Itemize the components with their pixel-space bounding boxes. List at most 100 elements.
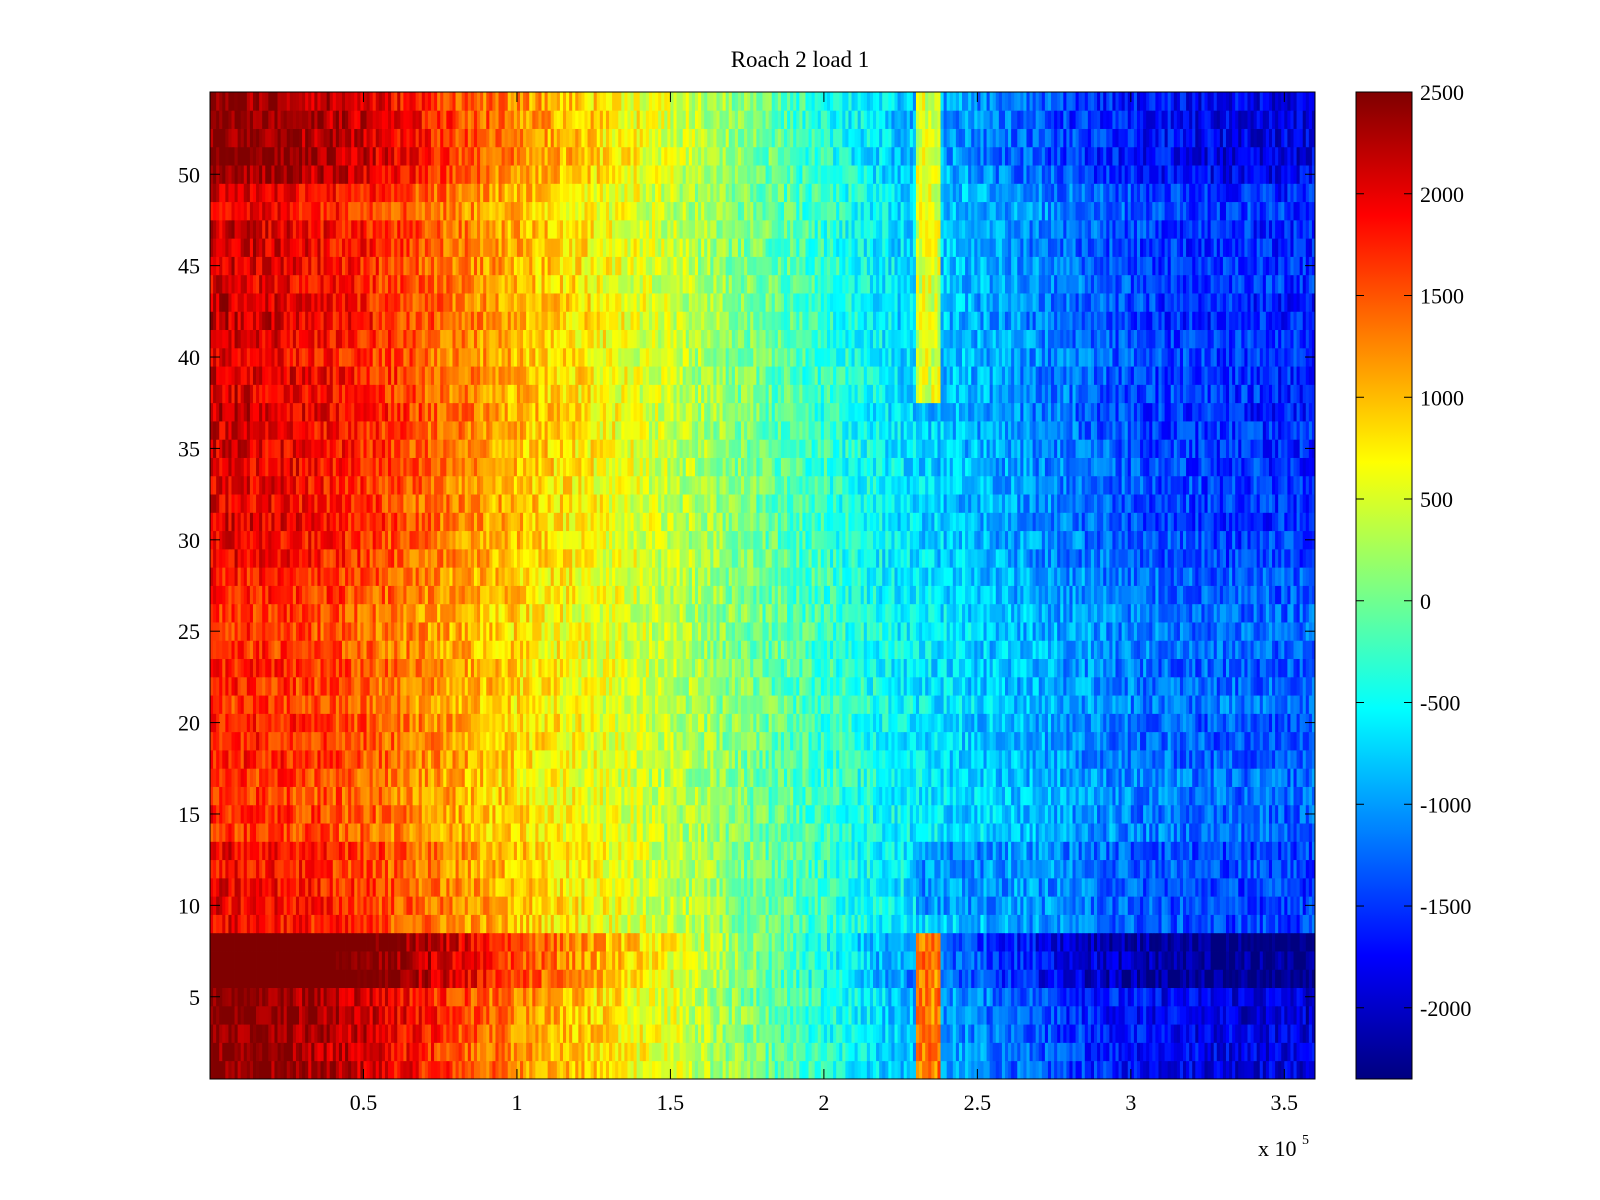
heatmap-cell — [1278, 951, 1281, 970]
heatmap-cell — [465, 1024, 468, 1043]
heatmap-cell — [1017, 896, 1020, 915]
heatmap-cell — [351, 1042, 354, 1061]
heatmap-cell — [1297, 1024, 1300, 1043]
heatmap-cell — [802, 951, 805, 970]
heatmap-cell — [824, 841, 827, 860]
heatmap-cell — [502, 933, 505, 952]
heatmap-cell — [397, 969, 400, 988]
heatmap-cell — [594, 896, 597, 915]
heatmap-cell — [882, 969, 885, 988]
heatmap-cell — [1137, 1042, 1140, 1061]
heatmap-cell — [772, 915, 775, 934]
heatmap-cell — [1119, 988, 1122, 1007]
heatmap-cell — [603, 915, 606, 934]
heatmap-cell — [793, 823, 796, 842]
heatmap-cell — [419, 1061, 422, 1080]
heatmap-cell — [241, 860, 244, 879]
heatmap-cell — [646, 860, 649, 879]
heatmap-cell — [713, 933, 716, 952]
heatmap-cell — [686, 1061, 689, 1080]
heatmap-cell — [1036, 823, 1039, 842]
heatmap-cell — [882, 951, 885, 970]
heatmap-cell — [563, 969, 566, 988]
heatmap-cell — [904, 951, 907, 970]
heatmap-cell — [1244, 860, 1247, 879]
heatmap-cell — [1214, 1061, 1217, 1080]
heatmap-cell — [741, 878, 744, 897]
heatmap-cell — [1079, 823, 1082, 842]
heatmap-cell — [330, 896, 333, 915]
heatmap-cell — [1008, 1042, 1011, 1061]
heatmap-cell — [990, 1024, 993, 1043]
heatmap-cell — [1229, 878, 1232, 897]
heatmap-cell — [1257, 878, 1260, 897]
heatmap-cell — [999, 988, 1002, 1007]
heatmap-cell — [1281, 933, 1284, 952]
heatmap-cell — [597, 1061, 600, 1080]
heatmap-cell — [631, 823, 634, 842]
heatmap-cell — [1266, 878, 1269, 897]
heatmap-cell — [486, 860, 489, 879]
heatmap-cell — [824, 1006, 827, 1025]
heatmap-cell — [738, 860, 741, 879]
heatmap-cell — [308, 823, 311, 842]
heatmap-cell — [413, 951, 416, 970]
heatmap-cell — [815, 1042, 818, 1061]
heatmap-cell — [781, 1042, 784, 1061]
heatmap-cell — [606, 823, 609, 842]
heatmap-cell — [278, 878, 281, 897]
heatmap-cell — [388, 1024, 391, 1043]
heatmap-cell — [508, 969, 511, 988]
heatmap-cell — [1180, 1061, 1183, 1080]
heatmap-cell — [766, 1006, 769, 1025]
heatmap-cell — [1162, 1006, 1165, 1025]
heatmap-cell — [1257, 896, 1260, 915]
heatmap-cell — [756, 841, 759, 860]
heatmap-cell — [1220, 1061, 1223, 1080]
heatmap-cell — [1008, 896, 1011, 915]
heatmap-cell — [913, 823, 916, 842]
heatmap-cell — [732, 988, 735, 1007]
heatmap-cell — [1005, 1006, 1008, 1025]
heatmap-cell — [1235, 951, 1238, 970]
heatmap-cell — [977, 1042, 980, 1061]
heatmap-cell — [885, 969, 888, 988]
heatmap-cell — [1235, 1006, 1238, 1025]
heatmap-cell — [250, 878, 253, 897]
heatmap-cell — [216, 1061, 219, 1080]
heatmap-cell — [572, 933, 575, 952]
heatmap-cell — [904, 933, 907, 952]
heatmap-cell — [1122, 878, 1125, 897]
heatmap-cell — [655, 1042, 658, 1061]
heatmap-cell — [999, 1042, 1002, 1061]
heatmap-cell — [1005, 933, 1008, 952]
heatmap-cell — [449, 896, 452, 915]
heatmap-cell — [1217, 896, 1220, 915]
heatmap-cell — [624, 1006, 627, 1025]
heatmap-cell — [1109, 896, 1112, 915]
heatmap-cell — [925, 823, 928, 842]
heatmap-cell — [542, 1061, 545, 1080]
heatmap-cell — [1023, 860, 1026, 879]
heatmap-cell — [1208, 988, 1211, 1007]
heatmap-cell — [1247, 951, 1250, 970]
heatmap-cell — [431, 841, 434, 860]
heatmap-cell — [1235, 1024, 1238, 1043]
heatmap-cell — [259, 1042, 262, 1061]
heatmap-cell — [907, 988, 910, 1007]
heatmap-cell — [793, 1061, 796, 1080]
heatmap-cell — [1026, 1061, 1029, 1080]
heatmap-cell — [284, 951, 287, 970]
heatmap-cell — [996, 841, 999, 860]
heatmap-cell — [1017, 1006, 1020, 1025]
heatmap-cell — [968, 915, 971, 934]
heatmap-cell — [965, 1061, 968, 1080]
heatmap-cell — [720, 896, 723, 915]
heatmap-cell — [1165, 896, 1168, 915]
heatmap-cell — [809, 933, 812, 952]
heatmap-cell — [652, 1024, 655, 1043]
heatmap-cell — [968, 878, 971, 897]
heatmap-cell — [855, 896, 858, 915]
heatmap-cell — [1171, 860, 1174, 879]
heatmap-cell — [1211, 896, 1214, 915]
